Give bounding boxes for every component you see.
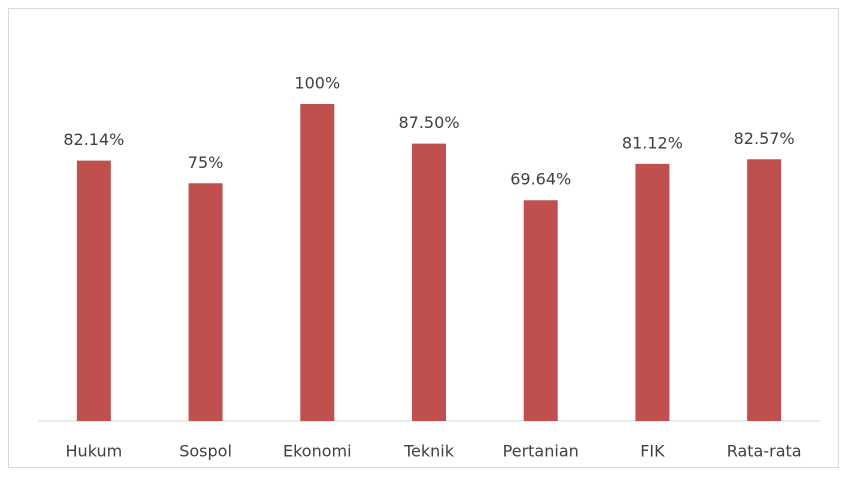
bar [76,160,111,421]
x-tick-label: Rata-rata [727,442,802,461]
data-label: 82.14% [63,130,124,149]
bar [188,183,223,421]
bar [747,159,782,421]
x-tick-label: FIK [640,442,665,461]
x-tick-label: Teknik [403,442,455,461]
bar [523,200,558,421]
data-label: 82.57% [734,129,795,148]
bar [635,163,670,421]
data-label: 75% [188,153,224,172]
bar [412,143,446,421]
bar [300,104,335,421]
x-tick-label: Sospol [179,442,232,461]
data-label: 81.12% [622,133,683,152]
x-tick-label: Pertanian [503,442,579,461]
data-label: 100% [294,74,340,93]
x-tick-label: Ekonomi [283,442,352,461]
x-tick-label: Hukum [66,442,123,461]
data-label: 87.50% [398,113,459,132]
data-label: 69.64% [510,170,571,189]
